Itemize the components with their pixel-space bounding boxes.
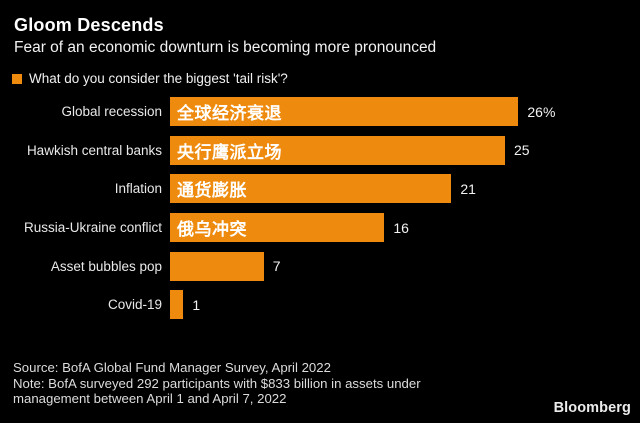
- chart-footer: Source: BofA Global Fund Manager Survey,…: [13, 360, 421, 407]
- category-label: Asset bubbles pop: [50, 258, 162, 274]
- legend-swatch-icon: [12, 74, 22, 84]
- category-label: Russia-Ukraine conflict: [23, 220, 162, 236]
- bar-chart: Global recession 全球经济衰退 26% Hawkish central…: [0, 97, 640, 329]
- value-label: 25: [514, 142, 530, 159]
- chart-row: Inflation 通货膨胀 21: [0, 174, 640, 204]
- value-label: 21: [460, 180, 476, 197]
- bar: [170, 251, 264, 281]
- chart-row: Hawkish central banks 央行鹰派立场 25: [0, 135, 640, 165]
- bar-annotation: 全球经济衰退: [177, 104, 282, 123]
- value-label: 16: [393, 219, 409, 236]
- bar-annotation: 俄乌冲突: [177, 220, 247, 240]
- chart-row: Russia-Ukraine conflict 俄乌冲突 16: [0, 213, 640, 243]
- legend-label: What do you consider the biggest 'tail r…: [29, 71, 288, 86]
- bar-annotation: 央行鹰派立场: [177, 142, 282, 162]
- category-label: Global recession: [61, 104, 162, 119]
- bar-zone: 全球经济衰退 26%: [170, 97, 640, 126]
- bloomberg-logo: Bloomberg: [553, 400, 631, 416]
- source-line: Source: BofA Global Fund Manager Survey,…: [13, 360, 331, 375]
- chart-title: Gloom Descends: [14, 15, 164, 35]
- note-line-2: management between April 1 and April 7, …: [13, 391, 287, 406]
- bar: 全球经济衰退: [170, 97, 519, 126]
- bar-zone: 央行鹰派立场 25: [170, 135, 640, 165]
- chart-subtitle: Fear of an economic downturn is becoming…: [14, 39, 437, 56]
- bar: 央行鹰派立场: [170, 135, 505, 165]
- bar-zone: 通货膨胀 21: [170, 174, 640, 204]
- bar-zone: 俄乌冲突 16: [170, 213, 640, 243]
- category-label: Hawkish central banks: [26, 142, 162, 158]
- chart-row: Covid-19 1: [0, 290, 640, 320]
- category-label: Inflation: [114, 181, 162, 197]
- bar-zone: 7: [170, 251, 640, 281]
- bar-annotation: 通货膨胀: [177, 181, 247, 201]
- value-label: 26%: [527, 103, 556, 120]
- chart-row: Global recession 全球经济衰退 26%: [0, 97, 640, 126]
- value-label: 1: [192, 296, 201, 313]
- bar: [170, 290, 184, 320]
- bar: 俄乌冲突: [170, 213, 385, 243]
- chart-legend: What do you consider the biggest 'tail r…: [12, 72, 640, 86]
- chart-header: Gloom Descends Fear of an economic downt…: [0, 0, 640, 58]
- note-line-1: Note: BofA surveyed 292 participants wit…: [13, 375, 421, 391]
- bar: 通货膨胀: [170, 174, 452, 204]
- value-label: 7: [272, 258, 281, 275]
- bar-zone: 1: [170, 290, 640, 320]
- chart-row: Asset bubbles pop 7: [0, 251, 640, 281]
- category-label: Covid-19: [107, 297, 162, 313]
